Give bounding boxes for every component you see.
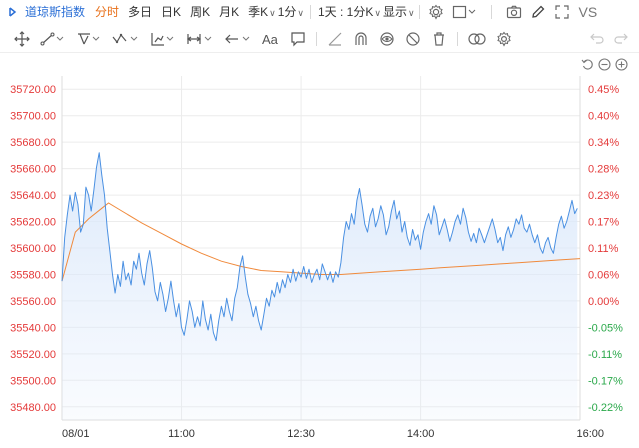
divider bbox=[315, 32, 317, 46]
magnet-icon[interactable] bbox=[353, 29, 369, 49]
fibonacci-tool-icon[interactable] bbox=[150, 29, 176, 49]
tab-daily-k[interactable]: 日K bbox=[161, 5, 182, 19]
y-tick-label-percent: -0.05% bbox=[588, 322, 623, 334]
pencil-icon[interactable] bbox=[529, 3, 547, 21]
average-line bbox=[61, 202, 581, 282]
price-area-fill bbox=[62, 152, 578, 420]
y-tick-label-price: 35580.00 bbox=[10, 269, 56, 281]
chevron-down-icon: ∨ bbox=[407, 7, 415, 18]
y-tick-label-percent: 0.11% bbox=[588, 243, 619, 255]
y-tick-label-percent: 0.28% bbox=[588, 164, 619, 176]
indicator-settings-icon[interactable] bbox=[496, 29, 512, 49]
toolbar-divider bbox=[0, 52, 639, 53]
zoom-out-icon[interactable] bbox=[598, 58, 611, 71]
top-toolbar: 道琼斯指数 分时 多日 日K 周K 月K 季K∨ 1分∨ 1天 : 1分K∨ 显… bbox=[0, 0, 639, 24]
undo-icon[interactable] bbox=[588, 29, 604, 49]
y-tick-label-percent: 0.00% bbox=[588, 296, 619, 308]
hide-drawings-icon[interactable] bbox=[405, 29, 421, 49]
y-tick-label-percent: -0.17% bbox=[588, 375, 623, 387]
intraday-chart[interactable]: 35720.00 35700.00 35680.00 35660.00 35640.00… bbox=[0, 55, 639, 448]
y-tick-label-percent: -0.22% bbox=[588, 402, 623, 414]
y-tick-label-price: 35480.00 bbox=[10, 402, 56, 414]
divider bbox=[456, 32, 458, 46]
tab-multi-day[interactable]: 多日 bbox=[128, 5, 153, 19]
reset-icon[interactable] bbox=[581, 58, 594, 71]
y-tick-label-price: 35700.00 bbox=[10, 111, 56, 123]
trash-icon[interactable] bbox=[431, 29, 447, 49]
list-icon[interactable] bbox=[9, 7, 19, 17]
tab-monthly-k[interactable]: 月K bbox=[219, 5, 240, 19]
tab-weekly-k[interactable]: 周K bbox=[190, 5, 211, 19]
wave-tool-icon[interactable] bbox=[112, 29, 140, 49]
y-tick-label-percent: 0.45% bbox=[588, 84, 619, 96]
x-axis-time: 08/01 11:00 12:30 14:00 16:00 bbox=[62, 428, 604, 440]
trend-line-tool-icon[interactable] bbox=[40, 29, 66, 49]
y-axis-percent: 0.45% 0.40% 0.34% 0.28% 0.23% 0.17% 0.11% 0.06%… bbox=[588, 84, 623, 414]
tab-quarterly-k-label: 季K bbox=[248, 4, 269, 19]
symbol-name[interactable]: 道琼斯指数 bbox=[25, 5, 86, 19]
display-select[interactable]: 显示∨ bbox=[383, 0, 415, 25]
y-tick-label-price: 35640.00 bbox=[10, 190, 56, 202]
interval-select[interactable]: 1分∨ bbox=[278, 0, 304, 25]
tab-quarterly-k[interactable]: 季K∨ bbox=[248, 0, 276, 25]
y-tick-label-price: 35540.00 bbox=[10, 322, 56, 334]
arrow-tool-icon[interactable] bbox=[224, 29, 252, 49]
price-line bbox=[61, 152, 578, 342]
y-tick-label-percent: 0.40% bbox=[588, 111, 619, 123]
overlay-icon[interactable] bbox=[468, 29, 486, 49]
x-tick-label: 14:00 bbox=[407, 428, 435, 440]
y-tick-label-percent: 0.17% bbox=[588, 217, 619, 229]
y-tick-label-price: 35500.00 bbox=[10, 375, 56, 387]
y-axis-price: 35720.00 35700.00 35680.00 35660.00 35640.00… bbox=[10, 84, 56, 414]
x-tick-label: 08/01 bbox=[62, 428, 90, 440]
y-tick-label-price: 35620.00 bbox=[10, 217, 56, 229]
tab-intraday[interactable]: 分时 bbox=[95, 5, 120, 19]
x-tick-label: 16:00 bbox=[576, 428, 604, 440]
measure-tool-icon[interactable] bbox=[186, 29, 214, 49]
y-tick-label-percent: 0.06% bbox=[588, 269, 619, 281]
x-tick-label: 12:30 bbox=[287, 428, 315, 440]
zoom-in-icon[interactable] bbox=[615, 58, 628, 71]
price-series-line bbox=[61, 152, 578, 342]
range-select[interactable]: 1天 : 1分K∨ bbox=[318, 0, 381, 25]
chevron-down-icon: ∨ bbox=[269, 7, 276, 18]
divider bbox=[490, 5, 492, 19]
price-area bbox=[62, 152, 578, 420]
camera-icon[interactable] bbox=[505, 3, 523, 21]
x-tick-label: 11:00 bbox=[168, 428, 195, 440]
y-tick-label-percent: 0.23% bbox=[588, 190, 619, 202]
y-tick-label-price: 35680.00 bbox=[10, 137, 56, 149]
y-tick-label-price: 35660.00 bbox=[10, 164, 56, 176]
y-tick-label-price: 35720.00 bbox=[10, 84, 56, 96]
y-tick-label-percent: 0.34% bbox=[588, 137, 619, 149]
layout-select[interactable] bbox=[451, 3, 479, 21]
y-tick-label-price: 35600.00 bbox=[10, 243, 56, 255]
y-tick-label-percent: -0.11% bbox=[588, 349, 622, 361]
channel-tool-icon[interactable] bbox=[76, 29, 102, 49]
ruler-tool-icon[interactable] bbox=[327, 29, 343, 49]
fullscreen-icon[interactable] bbox=[553, 3, 571, 21]
redo-icon[interactable] bbox=[614, 29, 630, 49]
note-tool-icon[interactable] bbox=[290, 29, 306, 49]
y-tick-label-price: 35560.00 bbox=[10, 296, 56, 308]
interval-label: 1分 bbox=[277, 4, 297, 19]
crosshair-tool-icon[interactable] bbox=[14, 29, 30, 49]
chevron-down-icon: ∨ bbox=[374, 7, 381, 18]
display-label: 显示 bbox=[382, 4, 407, 19]
average-series-line bbox=[61, 202, 581, 282]
y-tick-label-price: 35520.00 bbox=[10, 349, 56, 361]
compare-vs-button[interactable]: VS bbox=[578, 4, 598, 20]
divider bbox=[418, 5, 420, 19]
eye-icon[interactable] bbox=[379, 29, 395, 49]
chevron-down-icon: ∨ bbox=[297, 7, 304, 18]
text-tool[interactable]: Aa bbox=[262, 31, 278, 47]
range-label: 1天 : 1分K bbox=[317, 4, 374, 19]
settings-icon[interactable] bbox=[427, 3, 445, 21]
divider bbox=[309, 5, 311, 19]
drawing-toolbar: Aa bbox=[0, 28, 639, 50]
